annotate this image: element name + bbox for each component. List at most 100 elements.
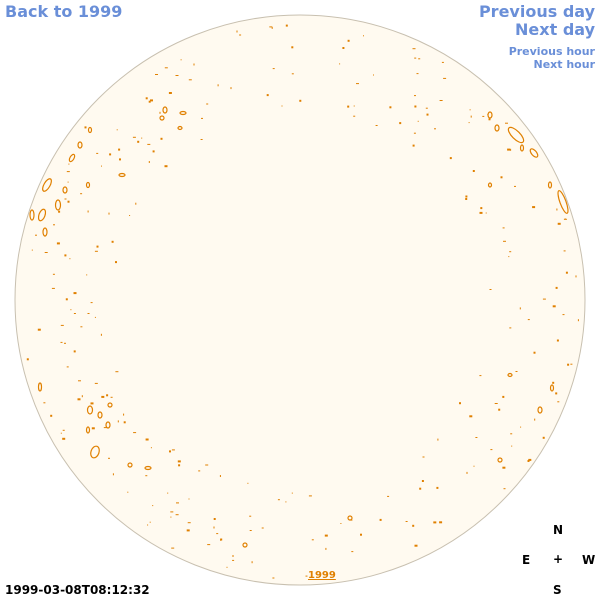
feature-speck: [94, 382, 98, 384]
feature-speck: [145, 438, 149, 441]
feature-speck: [363, 35, 364, 37]
previous-hour-link[interactable]: Previous hour: [508, 45, 595, 58]
feature-speck: [340, 523, 342, 524]
feature-speck: [94, 250, 98, 252]
feature-speck: [485, 212, 487, 214]
feature-speck: [147, 143, 151, 145]
feature-speck: [285, 24, 288, 27]
feature-speck: [490, 449, 493, 451]
feature-speck: [64, 198, 67, 200]
feature-speck: [570, 363, 573, 365]
feature-speck: [170, 511, 174, 513]
feature-speck: [50, 414, 53, 417]
feature-speck: [207, 544, 211, 546]
feature-speck: [87, 210, 89, 213]
feature-speck: [78, 380, 81, 382]
feature-speck: [94, 316, 96, 318]
feature-speck: [58, 210, 61, 213]
feature-speck: [60, 341, 63, 343]
feature-contour: [42, 227, 48, 237]
feature-contour: [494, 124, 500, 132]
feature-speck: [90, 402, 94, 405]
feature-speck: [66, 171, 70, 173]
feature-speck: [65, 298, 68, 301]
feature-speck: [152, 150, 155, 153]
feature-speck: [502, 395, 505, 398]
feature-speck: [115, 371, 119, 373]
feature-speck: [557, 222, 561, 225]
feature-speck: [230, 87, 232, 90]
feature-contour: [529, 148, 539, 158]
feature-speck: [375, 125, 378, 126]
feature-contour: [162, 106, 168, 114]
feature-speck: [152, 505, 154, 507]
feature-speck: [324, 534, 328, 537]
feature-contour: [507, 126, 525, 144]
previous-day-link[interactable]: Previous day: [478, 2, 595, 21]
feature-speck: [178, 464, 181, 467]
feature-contour: [497, 457, 503, 463]
feature-speck: [342, 47, 345, 49]
feature-speck: [399, 122, 402, 125]
feature-speck: [101, 395, 105, 398]
feature-speck: [555, 286, 558, 289]
feature-speck: [508, 256, 510, 258]
feature-speck: [103, 427, 107, 429]
feature-speck: [412, 524, 415, 527]
feature-contour: [547, 181, 553, 189]
next-day-link[interactable]: Next day: [515, 20, 595, 39]
feature-speck: [176, 502, 179, 504]
feature-speck: [439, 521, 443, 524]
feature-speck: [66, 366, 69, 368]
next-hour-link[interactable]: Next hour: [533, 58, 596, 71]
feature-speck: [552, 381, 555, 384]
compass-west: W: [582, 553, 596, 567]
feature-speck: [564, 218, 566, 220]
feature-speck: [62, 437, 66, 440]
feature-speck: [127, 491, 129, 493]
feature-speck: [475, 437, 478, 438]
feature-speck: [271, 26, 273, 29]
feature-speck: [389, 106, 392, 109]
feature-contour: [127, 462, 133, 468]
feature-speck: [219, 475, 221, 477]
feature-contour: [37, 208, 47, 222]
compass-north: N: [553, 523, 564, 537]
feature-speck: [213, 518, 216, 520]
feature-speck: [43, 402, 46, 404]
feature-speck: [534, 418, 536, 421]
feature-speck: [563, 250, 566, 252]
feature-speck: [353, 115, 356, 117]
feature-contour: [519, 144, 525, 152]
feature-speck: [565, 271, 568, 274]
feature-speck: [236, 30, 238, 33]
feature-speck: [479, 211, 483, 214]
feature-speck: [175, 75, 179, 76]
feature-speck: [503, 240, 506, 242]
feature-speck: [123, 413, 125, 416]
back-to-year-link[interactable]: Back to 1999: [5, 2, 123, 21]
feature-speck: [117, 420, 119, 423]
feature-speck: [177, 460, 181, 463]
feature-speck: [472, 170, 475, 172]
feature-speck: [106, 394, 109, 397]
feature-speck: [373, 74, 374, 76]
feature-contour: [179, 110, 187, 116]
feature-speck: [291, 46, 294, 49]
feature-speck: [488, 118, 491, 121]
feature-contour: [87, 126, 93, 134]
feature-speck: [167, 492, 169, 494]
feature-speck: [148, 100, 151, 103]
feature-speck: [193, 63, 195, 66]
feature-speck: [414, 95, 416, 97]
feature-speck: [168, 92, 172, 94]
feature-speck: [556, 339, 559, 342]
feature-contour: [242, 542, 248, 548]
feature-speck: [56, 242, 60, 245]
feature-contour: [159, 115, 165, 121]
feature-speck: [150, 99, 153, 102]
feature-speck: [482, 115, 485, 117]
year-link[interactable]: 1999: [308, 570, 336, 581]
